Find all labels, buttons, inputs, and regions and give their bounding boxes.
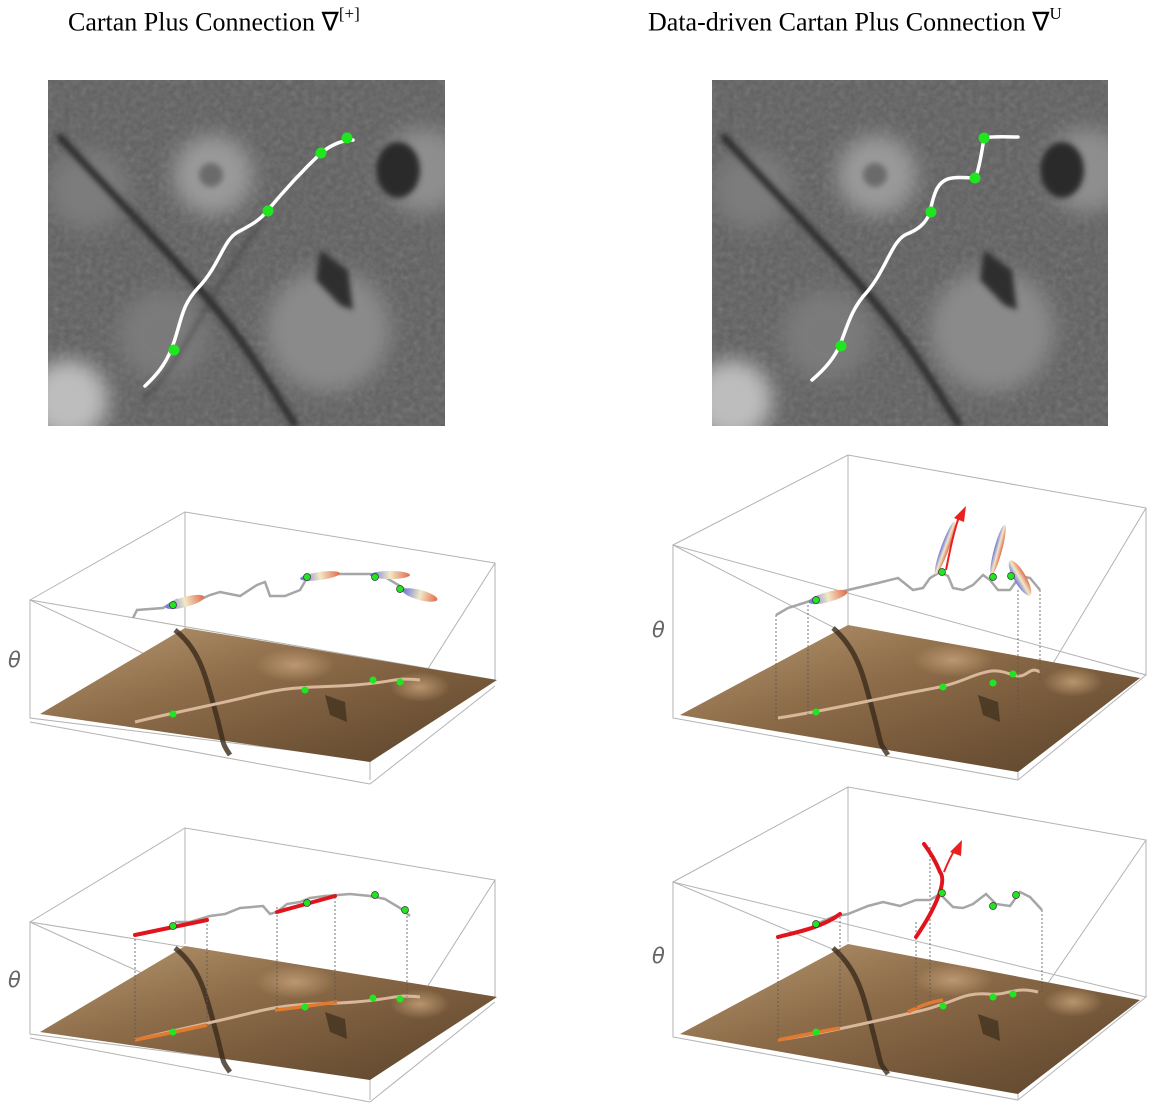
title-text: Cartan Plus Connection ∇ bbox=[68, 7, 339, 37]
left-lift-box-bottom bbox=[25, 822, 515, 1112]
left-retina-image bbox=[48, 80, 445, 426]
keypoint bbox=[341, 132, 353, 144]
theta-axis-label: θ bbox=[652, 944, 665, 968]
keypoint bbox=[315, 147, 327, 159]
theta-axis-label: θ bbox=[652, 618, 665, 642]
right-lift-box-top bbox=[668, 450, 1158, 790]
title-cartan-plus: Cartan Plus Connection ∇[+] bbox=[68, 4, 360, 38]
keypoint bbox=[168, 344, 180, 356]
keypoint bbox=[835, 340, 847, 352]
keypoint bbox=[262, 205, 274, 217]
theta-axis-label: θ bbox=[8, 968, 21, 992]
keypoint bbox=[969, 172, 981, 184]
keypoint bbox=[925, 206, 937, 218]
title-text: Data-driven Cartan Plus Connection ∇ bbox=[648, 7, 1050, 37]
theta-axis-label: θ bbox=[8, 648, 21, 672]
right-lift-box-bottom bbox=[668, 782, 1158, 1108]
left-lift-box-top bbox=[25, 500, 515, 790]
title-superscript: [+] bbox=[338, 4, 360, 23]
right-retina-image bbox=[712, 80, 1108, 426]
title-superscript: U bbox=[1049, 4, 1062, 23]
keypoint bbox=[978, 132, 990, 144]
title-data-driven: Data-driven Cartan Plus Connection ∇U bbox=[648, 4, 1062, 38]
